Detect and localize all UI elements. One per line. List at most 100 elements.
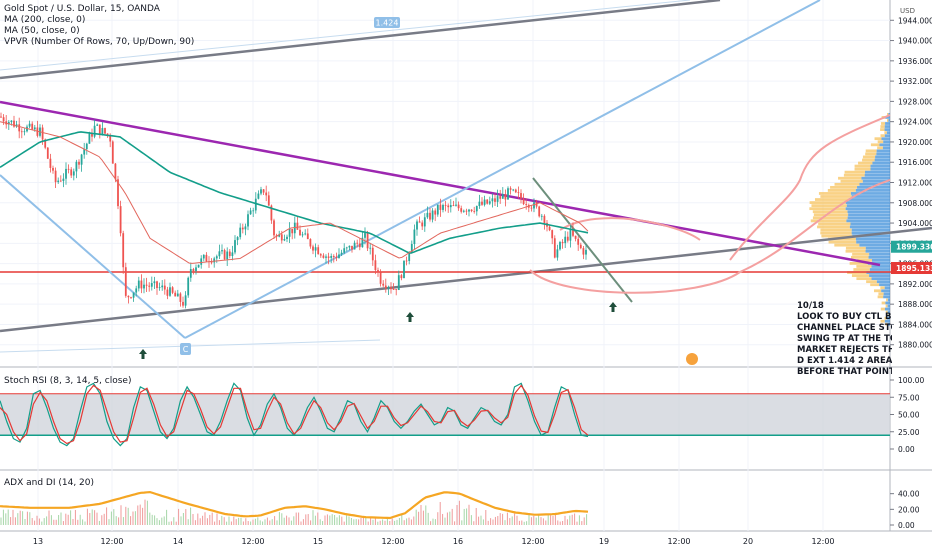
candle-body [190, 269, 192, 278]
time-tick-label: 12:00 [100, 537, 123, 546]
candle-body [567, 237, 569, 241]
candle-body [520, 193, 522, 198]
candle-body [65, 169, 67, 179]
candle-body [89, 134, 91, 144]
candle-body [133, 293, 135, 298]
vpvr-bar-down [856, 265, 871, 268]
time-tick-label: 15 [313, 537, 323, 546]
candle-body [408, 253, 410, 261]
candle-body [268, 195, 270, 205]
candle-body [315, 247, 317, 250]
vpvr-bar-up [852, 229, 890, 232]
candle-body [99, 125, 101, 135]
candle-body [226, 252, 228, 260]
candle-body [252, 210, 254, 211]
candle-body [234, 240, 236, 252]
candle-body [377, 270, 379, 272]
candle-body [73, 171, 75, 175]
candle-body [258, 194, 260, 199]
candle-body [356, 243, 358, 244]
candle-body [138, 281, 140, 289]
vpvr-bar-up [877, 280, 890, 283]
vpvr-bar-up [846, 207, 890, 210]
candle-body [104, 128, 106, 134]
stoch-tick-label: 25.00 [898, 428, 920, 437]
price-tick-label: 1924.000 [898, 118, 932, 127]
candle-body [551, 230, 553, 238]
vpvr-bar-down [881, 134, 885, 137]
emoji-icon [686, 353, 698, 365]
vpvr-bar-up [888, 119, 890, 122]
candle-body [403, 261, 405, 279]
candle-body [445, 205, 447, 206]
note-line: LOOK TO BUY CTL BREAK [797, 312, 892, 323]
candle-body [224, 250, 226, 259]
vpvr-bar-down [878, 295, 884, 298]
vpvr-bar-down [884, 131, 887, 134]
vpvr-bar-down [838, 177, 861, 180]
candle-body [148, 286, 150, 287]
candle-body [468, 210, 470, 212]
vpvr-bar-down [880, 125, 884, 128]
candle-body [102, 128, 104, 135]
vpvr-bar-up [849, 198, 890, 201]
candle-body [281, 234, 283, 240]
candle-body [525, 204, 527, 205]
vpvr-bar-down [862, 159, 875, 162]
vpvr-bar-down [818, 222, 850, 225]
candle-body [219, 251, 221, 256]
candle-body [466, 211, 468, 212]
candle-body [187, 278, 189, 296]
candle-body [68, 169, 70, 170]
candle-body [42, 128, 44, 140]
price-tick-label: 1940.000 [898, 37, 932, 46]
vpvr-bar-up [885, 286, 890, 289]
candle-body [523, 199, 525, 205]
ma50-legend: MA (50, close, 0) [4, 26, 194, 37]
vpvr-bar-down [834, 244, 859, 247]
vpvr-bar-down [855, 165, 871, 168]
candle-body [96, 125, 98, 126]
candle-body [424, 217, 426, 226]
candle-body [336, 257, 338, 258]
candle-body [455, 205, 457, 206]
candle-body [211, 262, 213, 263]
candle-body [31, 124, 33, 130]
candle-body [580, 245, 582, 248]
candle-body [94, 126, 96, 137]
candle-body [182, 302, 184, 306]
candle-body [388, 287, 390, 288]
candle-body [18, 124, 20, 131]
vpvr-bar-down [856, 277, 871, 280]
candle-body [359, 244, 361, 248]
vpvr-bar-up [881, 137, 890, 140]
note-line: CHANNEL PLACE STOP BE [797, 323, 892, 334]
vpvr-bar-down [820, 232, 851, 235]
vpvr-bar-up [870, 268, 890, 271]
vpvr-bar-up [848, 210, 890, 213]
candle-body [143, 285, 145, 289]
candle-body [198, 265, 200, 268]
candle-body [575, 236, 577, 239]
candle-body [34, 127, 36, 129]
candle-body [164, 286, 166, 290]
candle-body [416, 221, 418, 229]
time-tick-label: 16 [453, 537, 463, 546]
stoch-tick-label: 100.00 [898, 376, 924, 385]
vpvr-bar-up [876, 153, 890, 156]
vpvr-bar-down [863, 156, 875, 159]
candle-body [460, 208, 462, 212]
candle-body [195, 267, 197, 271]
vpvr-bar-up [871, 265, 890, 268]
candle-body [307, 233, 309, 239]
vpvr-bar-up [875, 159, 890, 162]
candle-body [499, 196, 501, 199]
candle-body [221, 250, 223, 251]
candle-body [494, 198, 496, 202]
vpvr-bar-up [856, 241, 890, 244]
candle-body [320, 254, 322, 255]
candle-body [538, 207, 540, 217]
candle-body [174, 293, 176, 297]
candle-body [263, 189, 265, 192]
